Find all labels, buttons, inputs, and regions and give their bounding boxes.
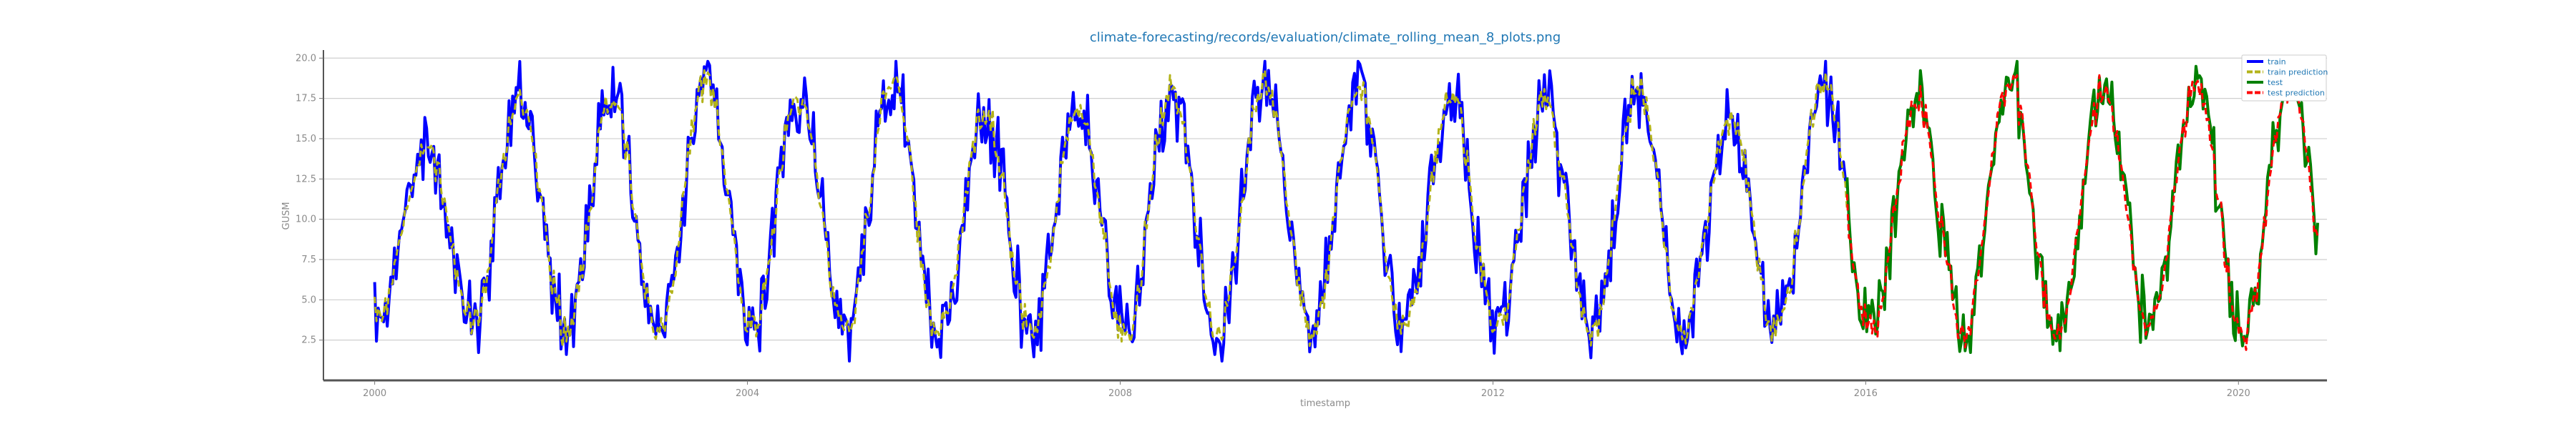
y-tick-label: 17.5 xyxy=(296,94,316,104)
x-axis-label: timestamp xyxy=(1300,398,1350,409)
y-tick-label: 12.5 xyxy=(296,174,316,184)
legend-label: train xyxy=(2268,57,2286,66)
series-layer xyxy=(373,59,2319,363)
x-tick-label: 2004 xyxy=(736,388,759,399)
y-tick-label: 20.0 xyxy=(296,53,316,64)
chart-title: climate-forecasting/records/evaluation/c… xyxy=(1090,30,1561,45)
legend-label: test xyxy=(2268,78,2283,87)
axes xyxy=(323,50,2327,382)
x-tick-label: 2016 xyxy=(1854,388,1878,399)
legend-label: train prediction xyxy=(2268,68,2328,77)
x-tick-label: 2008 xyxy=(1108,388,1132,399)
y-tick-label: 10.0 xyxy=(296,214,316,225)
legend-label: test prediction xyxy=(2268,89,2325,98)
x-tick-label: 2020 xyxy=(2227,388,2250,399)
x-tick-label: 2012 xyxy=(1481,388,1505,399)
legend-box xyxy=(2241,54,2327,102)
series-line-train xyxy=(373,59,1849,363)
x-ticks: 2000 2004 2008 2012 2016 2020 xyxy=(363,380,2250,399)
y-tick-label: 2.5 xyxy=(301,335,316,346)
series-line-test-prediction xyxy=(1845,70,2319,351)
y-ticks: 2.5 5.0 7.5 10.0 12.5 15.0 17.5 20.0 xyxy=(296,53,323,346)
y-axis-label: GUSM xyxy=(281,202,292,230)
y-tick-label: 5.0 xyxy=(301,295,316,305)
y-tick-label: 15.0 xyxy=(296,134,316,144)
series-line-test xyxy=(1845,59,2319,354)
series-line-train-prediction xyxy=(374,69,1848,347)
y-tick-label: 7.5 xyxy=(301,255,316,265)
x-tick-label: 2000 xyxy=(363,388,386,399)
